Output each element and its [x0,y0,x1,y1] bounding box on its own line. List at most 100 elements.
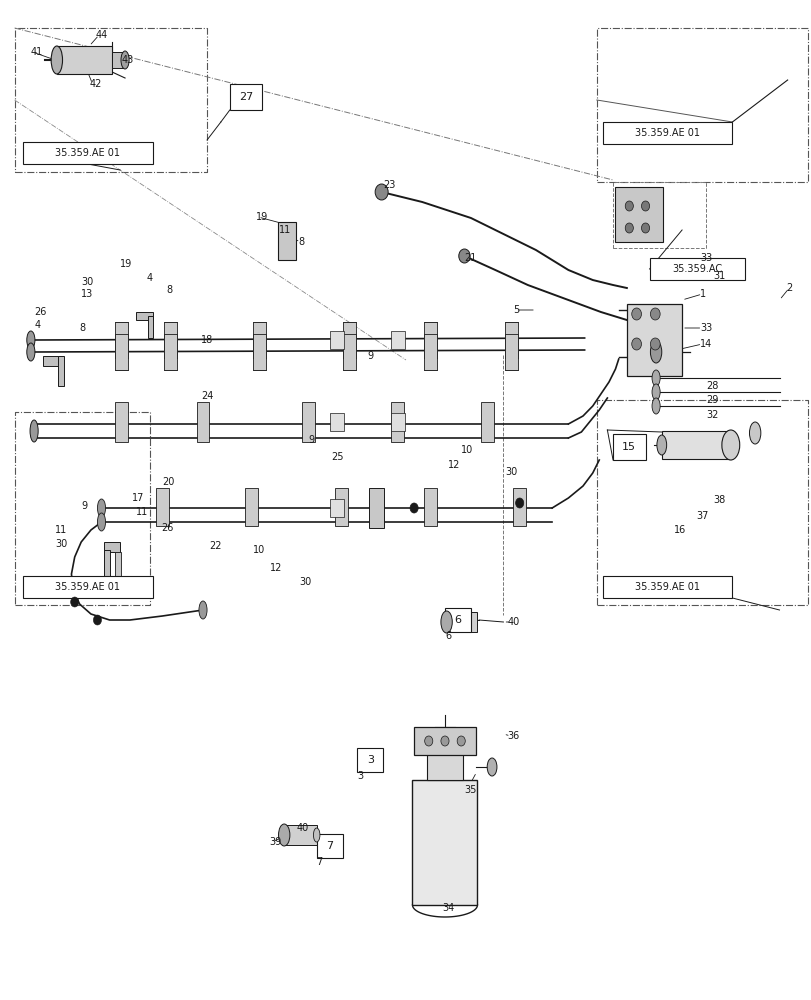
Bar [316,834,342,858]
Text: 43: 43 [122,55,134,65]
Bar [302,402,315,442]
Ellipse shape [749,422,760,444]
Bar [513,488,526,526]
Text: 40: 40 [507,617,519,627]
Bar [427,754,462,780]
Ellipse shape [651,384,659,400]
Text: 9: 9 [308,435,315,445]
Bar [414,727,475,755]
Bar [504,322,517,358]
Bar [423,334,436,370]
Bar [390,331,405,349]
Text: 4: 4 [146,273,152,283]
Text: 17: 17 [132,493,144,503]
Ellipse shape [721,430,739,460]
Text: 35.359.AE 01: 35.359.AE 01 [55,582,120,592]
Ellipse shape [651,398,659,414]
Bar [480,402,493,442]
Circle shape [458,249,470,263]
Text: 19: 19 [255,212,268,222]
Circle shape [424,736,432,746]
Text: 6: 6 [454,615,461,625]
Text: 19: 19 [120,259,132,269]
Bar [196,402,209,442]
Bar [369,488,384,528]
Bar [649,258,744,280]
Bar [112,52,125,68]
Text: 37: 37 [696,511,708,521]
Bar [23,142,152,164]
Text: 41: 41 [31,47,43,57]
Bar [342,322,355,358]
Circle shape [624,223,633,233]
Ellipse shape [650,341,661,363]
Ellipse shape [97,499,105,517]
Text: 5: 5 [513,305,519,315]
Text: 26: 26 [161,523,173,533]
Ellipse shape [487,758,496,776]
Ellipse shape [121,51,129,69]
Circle shape [624,201,633,211]
Text: 1: 1 [699,289,706,299]
Circle shape [515,498,523,508]
Text: 30: 30 [81,277,93,287]
Ellipse shape [651,370,659,386]
Bar [253,322,266,358]
Text: 11: 11 [135,507,148,517]
Bar [104,542,120,552]
Bar [334,488,347,526]
Bar [43,356,62,366]
Bar [23,576,152,598]
Text: 4: 4 [34,320,41,330]
Bar [390,413,405,431]
Text: 35.359.AE 01: 35.359.AE 01 [634,128,699,138]
Bar [164,334,177,370]
Ellipse shape [199,601,207,619]
Ellipse shape [27,331,35,349]
Text: 35.359.AE 01: 35.359.AE 01 [55,148,120,158]
Text: 12: 12 [448,460,460,470]
Ellipse shape [30,420,38,442]
Circle shape [375,184,388,200]
Bar [423,488,436,526]
Text: 7: 7 [316,857,323,867]
Bar [661,431,730,459]
Text: 10: 10 [253,545,265,555]
Bar [329,499,344,517]
Circle shape [650,308,659,320]
Bar [57,46,112,74]
Text: 2: 2 [785,283,792,293]
Bar [136,312,152,320]
Text: 34: 34 [442,903,454,913]
Bar [115,552,121,578]
Text: 7: 7 [326,841,333,851]
Bar [148,316,153,338]
Bar [612,434,645,460]
Bar [602,576,732,598]
Text: 23: 23 [383,180,395,190]
Text: 35: 35 [464,785,476,795]
Text: 15: 15 [621,442,636,452]
Circle shape [631,308,641,320]
Ellipse shape [27,343,35,361]
Text: 8: 8 [298,237,305,247]
Text: 39: 39 [269,837,281,847]
Text: 30: 30 [55,539,67,549]
Ellipse shape [51,46,62,74]
Circle shape [440,736,448,746]
Bar [329,331,344,349]
Bar [626,304,681,376]
Text: 44: 44 [96,30,108,40]
Text: 29: 29 [706,395,718,405]
Text: 24: 24 [201,391,213,401]
Bar [444,608,470,632]
Text: 40: 40 [296,823,308,833]
Bar [104,550,110,578]
Bar [58,356,64,386]
Bar [423,322,436,358]
Bar [602,122,732,144]
Text: 21: 21 [464,253,476,263]
Text: 27: 27 [238,92,253,102]
Text: 14: 14 [699,339,711,349]
Text: 30: 30 [504,467,517,477]
